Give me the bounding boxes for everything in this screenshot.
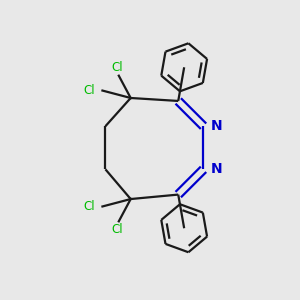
Text: Cl: Cl	[83, 200, 95, 213]
Text: N: N	[211, 162, 223, 176]
Text: Cl: Cl	[83, 84, 95, 97]
Text: N: N	[211, 119, 223, 133]
Text: Cl: Cl	[112, 223, 123, 236]
Text: Cl: Cl	[112, 61, 123, 74]
